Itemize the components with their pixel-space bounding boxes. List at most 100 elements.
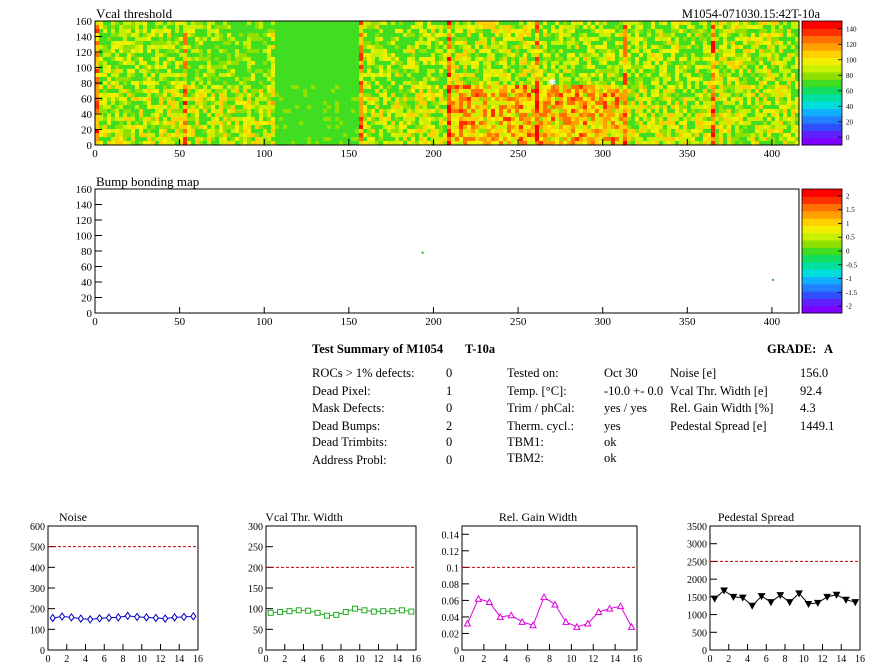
heatmap-cell	[427, 105, 431, 109]
heatmap-cell	[99, 61, 103, 65]
heatmap-cell	[315, 77, 319, 81]
heatmap-cell	[363, 21, 367, 25]
heatmap-cell	[123, 105, 127, 109]
heatmap-cell	[391, 117, 395, 121]
heatmap-cell	[191, 65, 195, 69]
heatmap-cell	[671, 97, 675, 101]
heatmap-cell	[291, 69, 295, 73]
heatmap-cell	[327, 85, 331, 89]
heatmap-cell	[711, 53, 715, 57]
heatmap-cell	[723, 81, 727, 85]
heatmap-cell	[255, 33, 259, 37]
heatmap-cell	[531, 125, 535, 129]
heatmap-cell	[211, 61, 215, 65]
heatmap-cell	[239, 121, 243, 125]
heatmap-cell	[475, 117, 479, 121]
heatmap-cell	[287, 65, 291, 69]
heatmap-cell	[487, 49, 491, 53]
heatmap-cell	[635, 117, 639, 121]
heatmap-cell	[531, 81, 535, 85]
heatmap-cell	[287, 41, 291, 45]
heatmap-cell	[663, 29, 667, 33]
heatmap-cell	[615, 29, 619, 33]
heatmap-cell	[575, 29, 579, 33]
heatmap-cell	[403, 61, 407, 65]
heatmap-cell	[223, 29, 227, 33]
heatmap-cell	[779, 41, 783, 45]
heatmap-cell	[123, 89, 127, 93]
heatmap-cell	[355, 101, 359, 105]
heatmap-cell	[227, 133, 231, 137]
heatmap-cell	[611, 129, 615, 133]
heatmap-cell	[319, 93, 323, 97]
heatmap-cell	[699, 121, 703, 125]
heatmap-cell	[567, 129, 571, 133]
heatmap-cell	[151, 21, 155, 25]
heatmap-cell	[643, 41, 647, 45]
heatmap-cell	[391, 41, 395, 45]
heatmap-cell	[395, 125, 399, 129]
heatmap-cell	[483, 21, 487, 25]
heatmap-cell	[223, 57, 227, 61]
heatmap-cell	[747, 77, 751, 81]
heatmap-cell	[591, 117, 595, 121]
heatmap-cell	[439, 125, 443, 129]
heatmap-cell	[747, 129, 751, 133]
heatmap-cell	[763, 33, 767, 37]
heatmap-cell	[111, 53, 115, 57]
heatmap-cell	[147, 117, 151, 121]
heatmap-cell	[103, 117, 107, 121]
heatmap-cell	[675, 117, 679, 121]
heatmap-cell	[779, 33, 783, 37]
heatmap-cell	[347, 21, 351, 25]
heatmap-cell	[379, 121, 383, 125]
heatmap-cell	[191, 89, 195, 93]
heatmap-cell	[383, 85, 387, 89]
heatmap-cell	[587, 77, 591, 81]
heatmap-cell	[443, 73, 447, 77]
heatmap-cell	[499, 25, 503, 29]
heatmap-cell	[519, 61, 523, 65]
heatmap-cell	[795, 109, 799, 113]
heatmap-cell	[423, 105, 427, 109]
heatmap-cell	[707, 77, 711, 81]
heatmap-cell	[319, 49, 323, 53]
heatmap-cell	[651, 53, 655, 57]
heatmap-cell	[683, 33, 687, 37]
heatmap-cell	[683, 97, 687, 101]
heatmap-cell	[123, 101, 127, 105]
heatmap-cell	[667, 93, 671, 97]
heatmap-cell	[523, 61, 527, 65]
heatmap-cell	[195, 21, 199, 25]
heatmap-cell	[595, 89, 599, 93]
heatmap-cell	[611, 73, 615, 77]
heatmap-cell	[599, 57, 603, 61]
heatmap-cell	[319, 41, 323, 45]
heatmap-cell	[383, 77, 387, 81]
heatmap-cell	[251, 33, 255, 37]
heatmap-cell	[631, 81, 635, 85]
heatmap-cell	[615, 41, 619, 45]
heatmap-cell	[739, 29, 743, 33]
heatmap-cell	[211, 37, 215, 41]
heatmap-cell	[539, 105, 543, 109]
heatmap-cell	[131, 89, 135, 93]
heatmap-cell	[463, 53, 467, 57]
heatmap-cell	[443, 25, 447, 29]
heatmap-cell	[579, 65, 583, 69]
heatmap-cell	[711, 81, 715, 85]
heatmap-cell	[147, 49, 151, 53]
heatmap-cell	[291, 33, 295, 37]
heatmap-cell	[759, 29, 763, 33]
heatmap-cell	[767, 121, 771, 125]
heatmap-cell	[371, 113, 375, 117]
heatmap-cell	[183, 41, 187, 45]
heatmap-cell	[415, 21, 419, 25]
heatmap-cell	[399, 121, 403, 125]
heatmap-cell	[207, 69, 211, 73]
heatmap-cell	[215, 109, 219, 113]
heatmap-cell	[167, 85, 171, 89]
heatmap-cell	[715, 129, 719, 133]
heatmap-cell	[611, 109, 615, 113]
heatmap-cell	[787, 25, 791, 29]
